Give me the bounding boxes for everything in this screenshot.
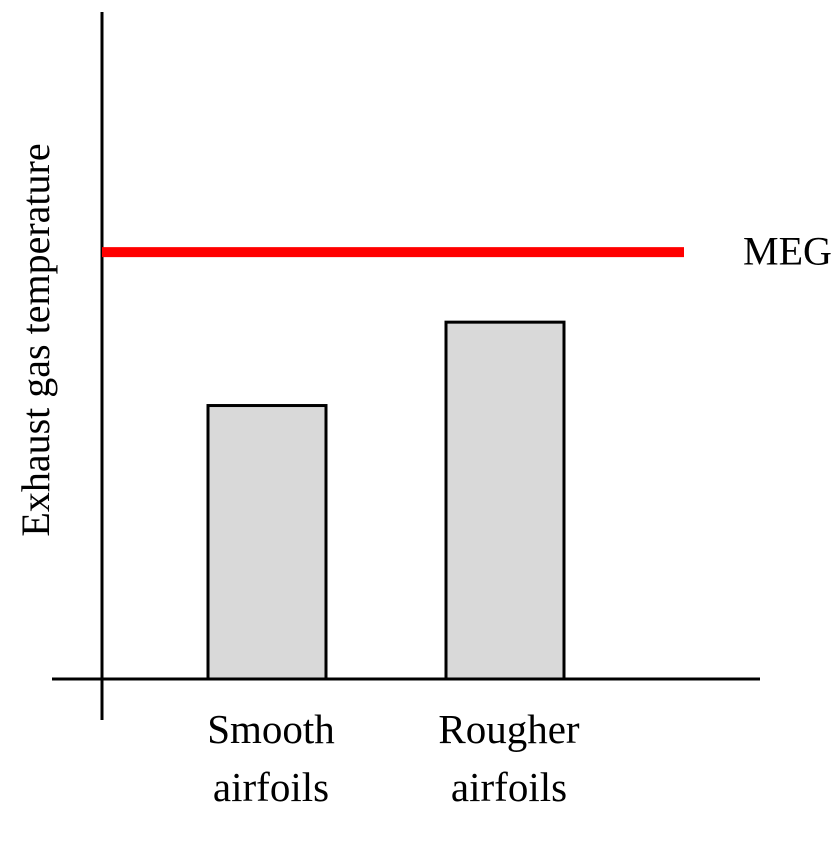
reference-label: MEG <box>743 228 832 273</box>
x-tick-label: Smooth airfoils <box>207 706 335 810</box>
bar <box>444 320 566 681</box>
x-tick-label: Rougher airfoils <box>438 706 580 810</box>
bar <box>206 404 328 681</box>
y-axis-label: Exhaust gas temperature <box>13 143 58 536</box>
